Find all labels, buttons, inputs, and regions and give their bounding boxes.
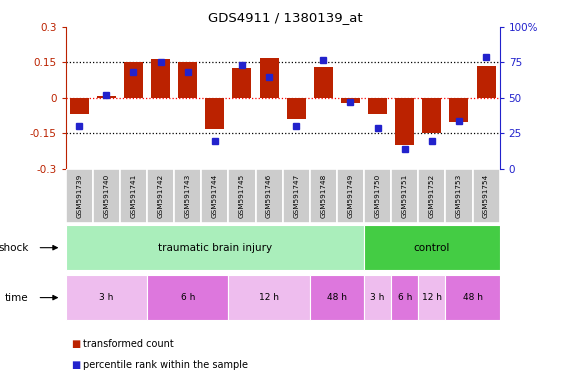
Text: traumatic brain injury: traumatic brain injury: [158, 243, 272, 253]
Bar: [260, 58, 279, 98]
Bar: [124, 62, 143, 98]
Text: 6 h: 6 h: [180, 293, 195, 302]
Bar: [255, 169, 283, 223]
Bar: [66, 275, 147, 320]
Bar: [202, 169, 228, 223]
Bar: [473, 169, 500, 223]
Text: shock: shock: [0, 243, 29, 253]
Text: 6 h: 6 h: [397, 293, 412, 302]
Text: time: time: [5, 293, 29, 303]
Text: GSM591748: GSM591748: [320, 174, 327, 218]
Bar: [228, 169, 255, 223]
Text: 48 h: 48 h: [327, 293, 347, 302]
Text: control: control: [413, 243, 450, 253]
Text: GSM591742: GSM591742: [158, 174, 164, 218]
Text: 48 h: 48 h: [463, 293, 482, 302]
Text: GSM591747: GSM591747: [293, 174, 299, 218]
Bar: [445, 169, 473, 223]
Bar: [66, 225, 364, 270]
Bar: [337, 169, 364, 223]
Bar: [314, 67, 333, 98]
Text: GSM591739: GSM591739: [76, 174, 82, 218]
Bar: [66, 169, 93, 223]
Bar: [395, 98, 414, 145]
Text: GSM591751: GSM591751: [401, 174, 408, 218]
Bar: [70, 98, 89, 114]
Bar: [341, 98, 360, 103]
Text: GDS4911 / 1380139_at: GDS4911 / 1380139_at: [208, 12, 363, 25]
Bar: [287, 98, 305, 119]
Bar: [147, 275, 228, 320]
Text: GSM591754: GSM591754: [483, 174, 489, 218]
Bar: [178, 62, 197, 98]
Bar: [97, 96, 116, 98]
Text: GSM591750: GSM591750: [375, 174, 381, 218]
Bar: [364, 169, 391, 223]
Bar: [228, 275, 309, 320]
Bar: [391, 169, 418, 223]
Bar: [120, 169, 147, 223]
Bar: [309, 275, 364, 320]
Bar: [93, 169, 120, 223]
Text: 3 h: 3 h: [371, 293, 385, 302]
Bar: [309, 169, 337, 223]
Bar: [423, 98, 441, 133]
Text: GSM591753: GSM591753: [456, 174, 462, 218]
Text: transformed count: transformed count: [83, 339, 174, 349]
Text: 12 h: 12 h: [259, 293, 279, 302]
Bar: [418, 169, 445, 223]
Text: percentile rank within the sample: percentile rank within the sample: [83, 360, 248, 370]
Bar: [206, 98, 224, 129]
Text: 12 h: 12 h: [422, 293, 442, 302]
Text: GSM591740: GSM591740: [103, 174, 110, 218]
Bar: [418, 275, 445, 320]
Text: GSM591744: GSM591744: [212, 174, 218, 218]
Text: 3 h: 3 h: [99, 293, 114, 302]
Text: GSM591743: GSM591743: [184, 174, 191, 218]
Bar: [232, 68, 251, 98]
Bar: [174, 169, 202, 223]
Text: GSM591752: GSM591752: [429, 174, 435, 218]
Bar: [364, 225, 500, 270]
Text: ■: ■: [71, 339, 81, 349]
Bar: [364, 275, 391, 320]
Bar: [368, 98, 387, 114]
Text: ■: ■: [71, 360, 81, 370]
Bar: [147, 169, 174, 223]
Bar: [391, 275, 418, 320]
Text: GSM591745: GSM591745: [239, 174, 245, 218]
Bar: [283, 169, 309, 223]
Bar: [151, 59, 170, 98]
Text: GSM591746: GSM591746: [266, 174, 272, 218]
Bar: [449, 98, 468, 122]
Bar: [445, 275, 500, 320]
Text: GSM591749: GSM591749: [347, 174, 353, 218]
Text: GSM591741: GSM591741: [130, 174, 136, 218]
Bar: [477, 66, 496, 98]
